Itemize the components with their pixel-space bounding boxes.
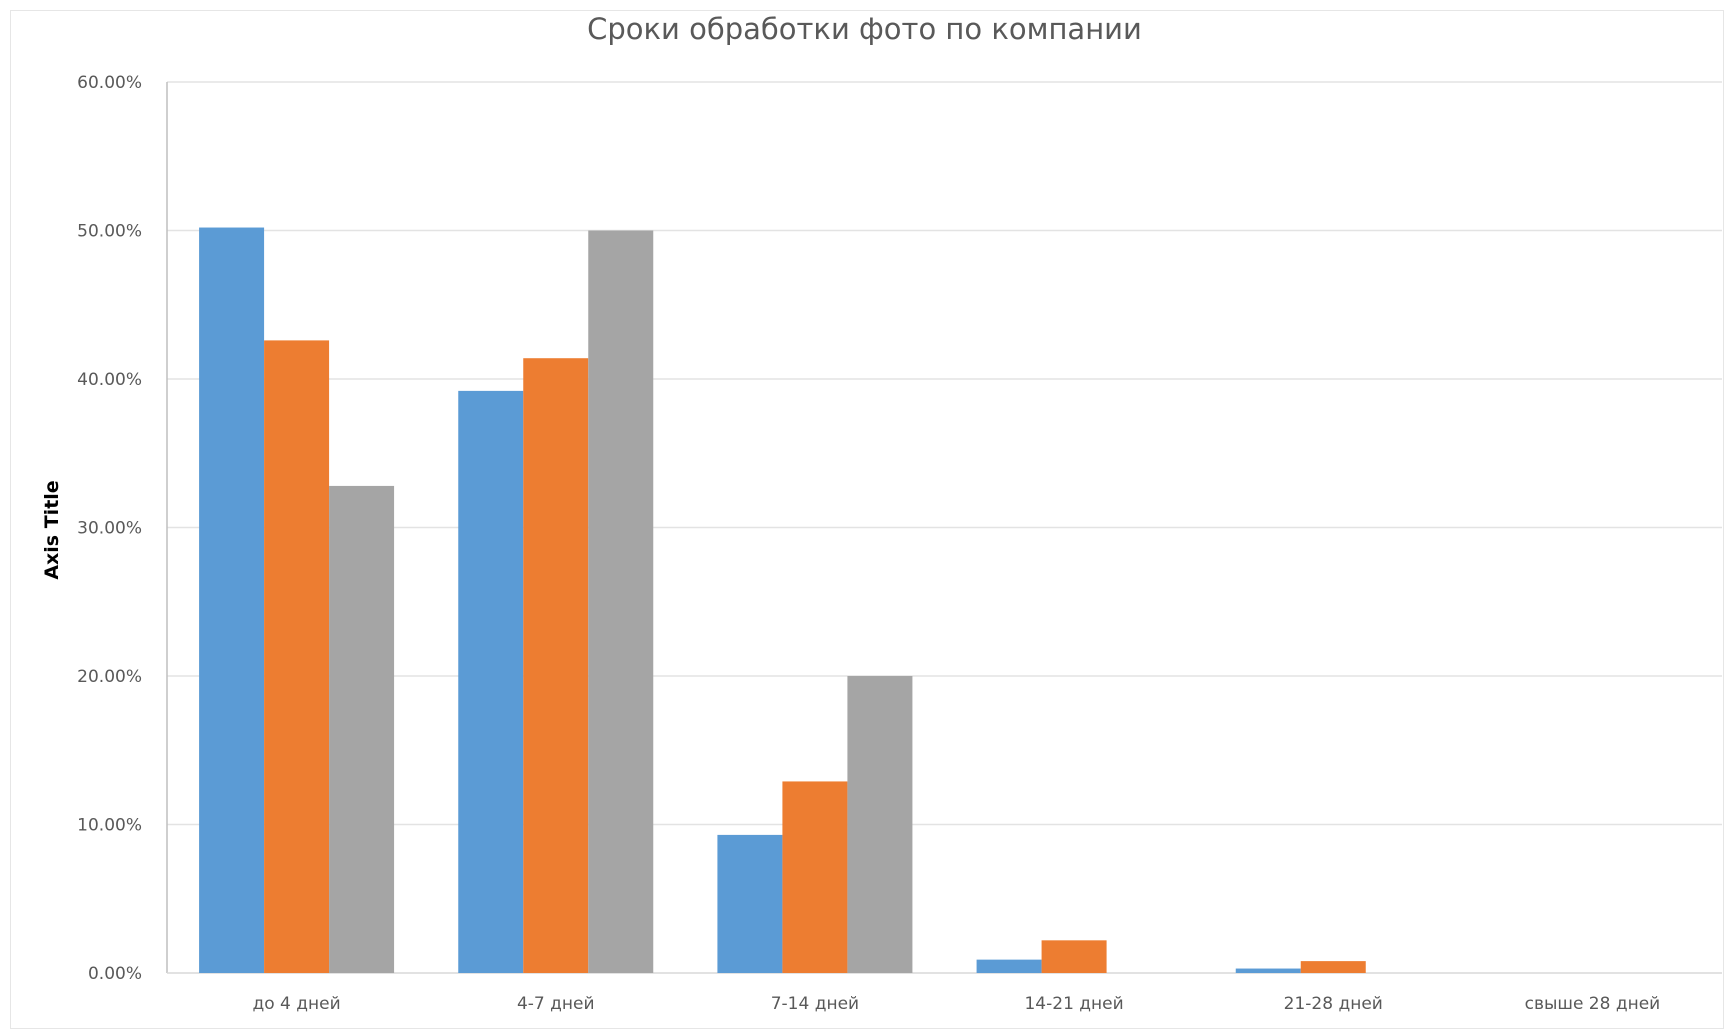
bar-2-5 <box>1300 961 1366 973</box>
bar-1-4 <box>976 959 1042 973</box>
y-tick-label: 30.00% <box>77 519 142 539</box>
y-tick-label: 20.00% <box>77 667 142 687</box>
y-tick-label: 60.00% <box>77 73 142 93</box>
bar-2-1 <box>264 340 330 973</box>
x-tick-label: до 4 дней <box>253 994 341 1014</box>
bar-3-3 <box>847 676 913 973</box>
bar-3-2 <box>588 230 654 973</box>
y-tick-label: 10.00% <box>77 816 142 836</box>
y-tick-label: 50.00% <box>77 222 142 242</box>
bar-1-5 <box>1235 968 1301 973</box>
y-tick-label: 40.00% <box>77 370 142 390</box>
chart-title: Сроки обработки фото по компании <box>587 12 1142 46</box>
bar-1-1 <box>199 227 265 973</box>
chart-frame <box>10 10 1724 1029</box>
bar-1-3 <box>717 834 783 973</box>
bar-2-4 <box>1041 940 1107 973</box>
bar-3-1 <box>329 485 395 973</box>
x-tick-label: 7-14 дней <box>771 994 859 1014</box>
x-tick-label: 4-7 дней <box>517 994 595 1014</box>
x-tick-label: 14-21 дней <box>1024 994 1123 1014</box>
bar-1-2 <box>458 390 524 973</box>
bar-2-3 <box>782 781 848 973</box>
y-tick-label: 0.00% <box>88 964 142 984</box>
bar-2-2 <box>523 358 589 974</box>
x-tick-label: свыше 28 дней <box>1525 994 1661 1014</box>
x-tick-label: 21-28 дней <box>1284 994 1383 1014</box>
